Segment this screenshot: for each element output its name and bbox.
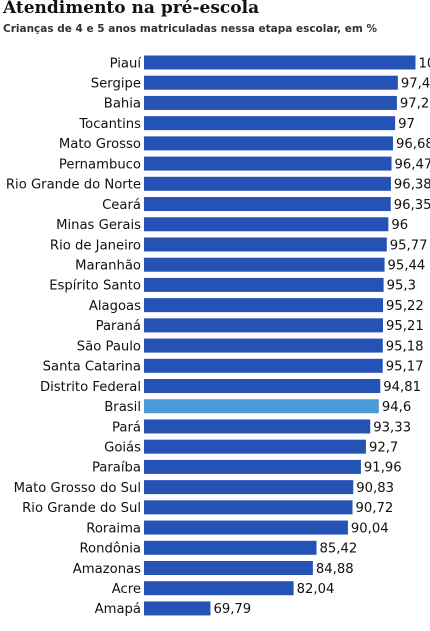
bar-23: [144, 520, 348, 535]
value-label-12: 95,22: [386, 299, 424, 314]
category-label-23: Roraima: [86, 521, 141, 536]
value-label-15: 95,17: [386, 360, 424, 375]
bar-26: [144, 581, 294, 596]
bar-9: [144, 237, 387, 252]
bar-7: [144, 197, 391, 212]
chart-subtitle: Crianças de 4 e 5 anos matriculadas ness…: [3, 23, 377, 35]
bar-18: [144, 419, 371, 434]
value-label-17: 94,6: [382, 400, 411, 415]
bar-2: [144, 95, 397, 110]
value-label-14: 95,18: [386, 339, 424, 354]
value-label-4: 96,68: [396, 137, 430, 152]
category-label-16: Distrito Federal: [40, 380, 141, 395]
bar-16: [144, 379, 381, 394]
bar-8: [144, 217, 389, 232]
category-label-24: Rondônia: [79, 541, 141, 557]
value-label-18: 93,33: [373, 420, 411, 435]
bar-17: [144, 399, 379, 414]
chart-title: Atendimento na pré-escola: [3, 0, 260, 18]
category-label-3: Tocantins: [78, 117, 141, 132]
category-label-12: Alagoas: [89, 299, 141, 314]
category-label-9: Rio de Janeiro: [50, 238, 141, 253]
bar-3: [144, 116, 396, 131]
value-label-24: 85,42: [320, 542, 358, 557]
value-label-5: 96,47: [395, 157, 430, 172]
value-label-27: 69,79: [213, 602, 251, 617]
category-label-18: Pará: [112, 419, 141, 435]
bar-13: [144, 318, 383, 333]
bar-11: [144, 277, 384, 292]
category-label-11: Espírito Santo: [49, 278, 141, 294]
category-label-21: Mato Grosso do Sul: [14, 481, 141, 496]
bar-10: [144, 257, 385, 272]
bar-24: [144, 540, 317, 555]
value-label-20: 91,96: [364, 461, 402, 476]
bar-4: [144, 136, 393, 151]
bar-15: [144, 358, 383, 373]
bar-14: [144, 338, 383, 353]
category-label-13: Paraná: [96, 318, 141, 334]
bar-25: [144, 561, 313, 575]
category-label-19: Goiás: [104, 439, 141, 455]
category-label-8: Minas Gerais: [56, 218, 141, 233]
category-label-10: Maranhão: [75, 259, 141, 274]
value-label-1: 97,4: [401, 77, 430, 92]
value-label-13: 95,21: [386, 319, 424, 334]
bar-19: [144, 439, 366, 454]
category-label-15: Santa Catarina: [43, 360, 141, 375]
value-label-6: 96,38: [394, 178, 430, 193]
bar-20: [144, 459, 361, 474]
value-label-25: 84,88: [316, 562, 354, 577]
category-label-5: Pernambuco: [59, 157, 141, 172]
value-label-7: 96,35: [394, 198, 430, 213]
category-label-0: Piauí: [110, 55, 143, 71]
value-label-10: 95,44: [388, 259, 426, 274]
category-label-14: São Paulo: [77, 339, 141, 354]
category-label-4: Mato Grosso: [59, 137, 141, 152]
value-label-11: 95,3: [387, 279, 416, 294]
value-label-16: 94,81: [383, 380, 421, 395]
bar-0: [144, 55, 416, 70]
value-label-8: 96: [391, 218, 408, 233]
bar-1: [144, 75, 398, 90]
value-label-22: 90,72: [356, 501, 394, 516]
bar-6: [144, 176, 391, 191]
value-label-3: 97: [398, 117, 415, 132]
category-label-27: Amapá: [95, 601, 141, 617]
bar-21: [144, 480, 354, 495]
category-label-1: Sergipe: [91, 77, 141, 92]
category-label-20: Paraíba: [92, 460, 141, 476]
category-label-2: Bahia: [104, 97, 141, 112]
category-label-25: Amazonas: [73, 562, 141, 577]
value-label-0: 100: [419, 56, 430, 71]
bar-22: [144, 500, 353, 515]
value-label-19: 92,7: [369, 440, 398, 455]
category-label-26: Acre: [112, 582, 141, 597]
category-label-7: Ceará: [102, 197, 141, 213]
bar-5: [144, 156, 392, 171]
value-label-23: 90,04: [351, 521, 389, 536]
bar-27: [144, 601, 211, 616]
bar-12: [144, 298, 384, 313]
category-label-22: Rio Grande do Sul: [22, 501, 141, 516]
value-label-26: 82,04: [297, 582, 335, 597]
category-label-6: Rio Grande do Norte: [6, 178, 141, 193]
value-label-9: 95,77: [390, 238, 428, 253]
category-label-17: Brasil: [104, 400, 141, 415]
value-label-21: 90,83: [356, 481, 394, 496]
value-label-2: 97,26: [400, 97, 430, 112]
